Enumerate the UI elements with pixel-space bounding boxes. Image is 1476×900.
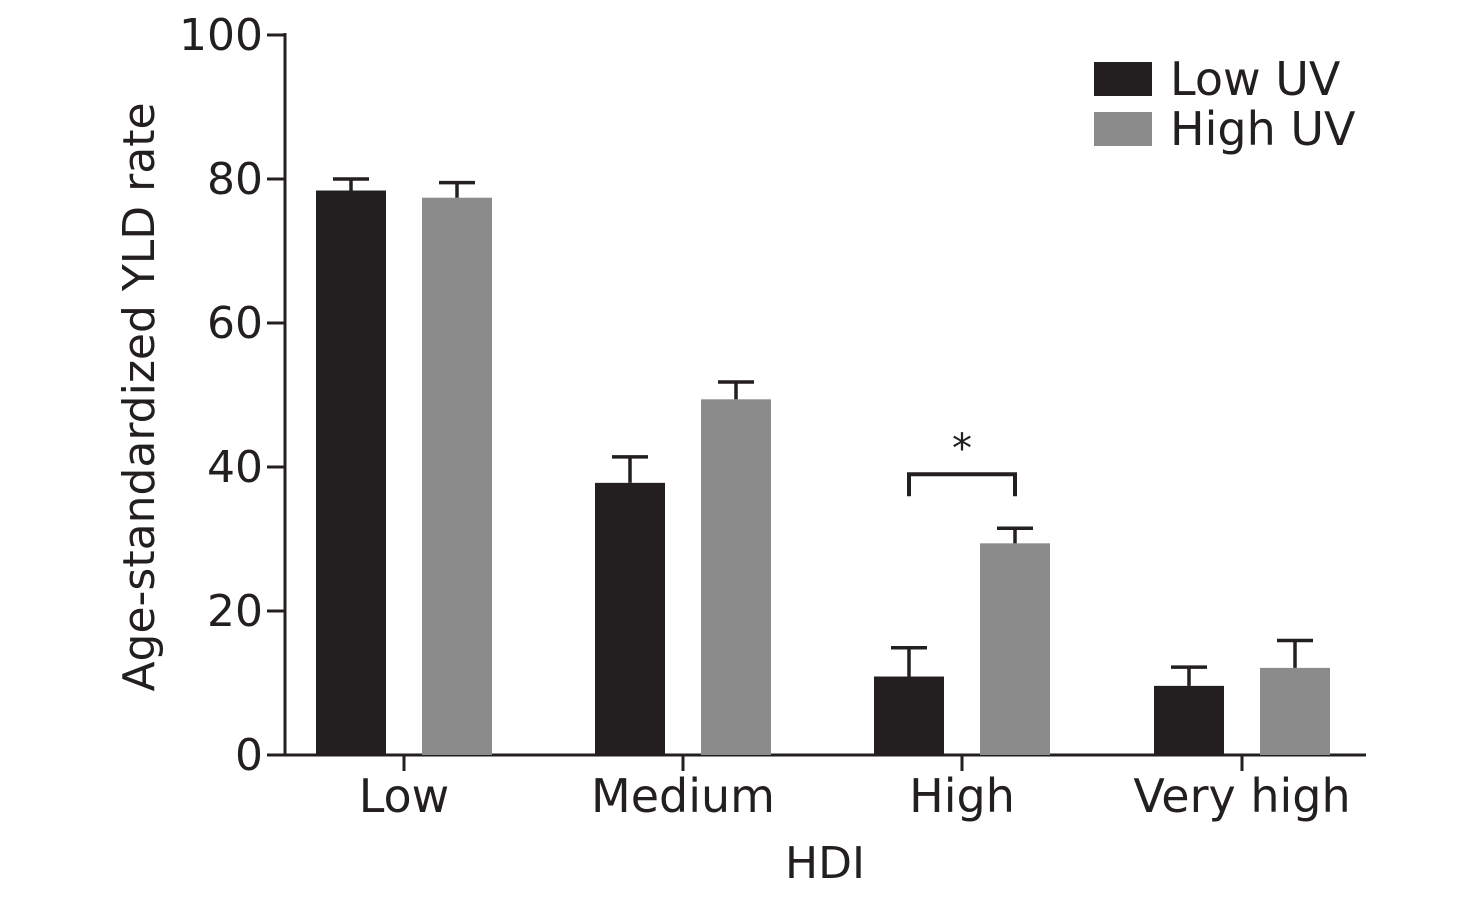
y-tick-label: 60 <box>207 298 263 349</box>
x-tick-label: High <box>909 769 1015 823</box>
bars <box>316 190 1330 756</box>
legend-label: Low UV <box>1170 52 1341 106</box>
x-tick-label: Very high <box>1133 769 1350 823</box>
y-tick-label: 0 <box>235 730 263 781</box>
y-tick-label: 40 <box>207 442 263 493</box>
error-bars <box>333 177 1313 686</box>
x-axis-title: HDI <box>785 838 865 889</box>
y-axis-title: Age-standardized YLD rate <box>114 102 165 691</box>
annotations: * <box>907 426 1017 497</box>
legend-swatch <box>1094 62 1152 96</box>
bar <box>874 676 944 755</box>
axes: 0 20 40 60 80 100 Low Medium High Very high <box>179 10 1366 823</box>
bar <box>316 190 386 755</box>
legend-label: High UV <box>1170 102 1356 156</box>
legend-swatch <box>1094 112 1152 146</box>
x-tick-label: Medium <box>591 769 775 823</box>
y-tick-label: 80 <box>207 154 263 205</box>
y-tick-label: 20 <box>207 586 263 637</box>
x-tick-label: Low <box>359 769 450 823</box>
bar <box>980 543 1050 755</box>
significance-label: * <box>952 426 972 472</box>
y-tick-label: 100 <box>179 10 263 61</box>
bar <box>595 482 665 755</box>
significance-bracket <box>907 472 1017 497</box>
bar <box>422 197 492 756</box>
bar <box>701 399 771 755</box>
bar <box>1260 667 1330 755</box>
bar <box>1154 685 1224 755</box>
